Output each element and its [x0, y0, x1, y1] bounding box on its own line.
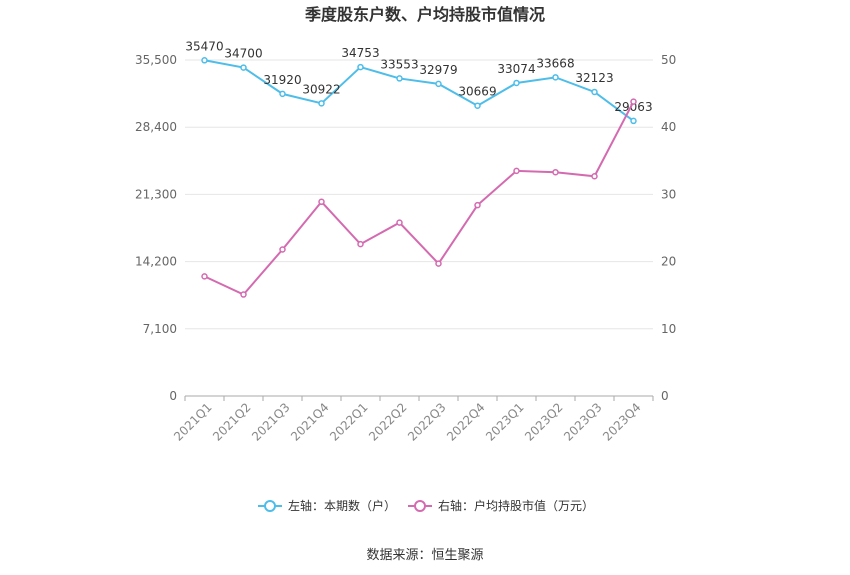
x-tick-label: 2022Q1	[327, 400, 371, 444]
data-point-series-0[interactable]	[552, 74, 559, 81]
left-tick-label: 28,400	[135, 120, 177, 134]
data-point-series-0[interactable]	[474, 102, 481, 109]
x-tick-label: 2023Q4	[600, 400, 644, 444]
x-tick-label: 2022Q3	[405, 400, 449, 444]
data-point-series-1[interactable]	[318, 198, 325, 206]
x-tick-label: 2021Q2	[210, 400, 254, 444]
data-label: 30922	[302, 82, 340, 96]
left-axis: 0 7,100 14,200 21,300 28,400 35,500	[135, 53, 177, 403]
data-point-series-0[interactable]	[279, 90, 286, 98]
left-tick-label: 14,200	[135, 255, 177, 269]
legend-item-right-series[interactable]: 右轴：户均持股市值（万元）	[408, 498, 594, 513]
data-label: 30669	[458, 85, 496, 99]
data-point-series-1[interactable]	[396, 219, 403, 226]
data-point-series-1[interactable]	[279, 246, 286, 253]
data-label: 31920	[263, 73, 301, 87]
x-tick-label: 2021Q4	[288, 400, 332, 444]
data-label: 33553	[380, 57, 418, 71]
data-point-series-0[interactable]	[318, 100, 325, 107]
data-point-series-1[interactable]	[513, 167, 520, 175]
source-note: 数据来源：恒生聚源	[366, 548, 483, 563]
left-tick-label: 7,100	[143, 322, 177, 336]
data-label: 34700	[224, 47, 262, 61]
data-point-series-0[interactable]	[357, 63, 364, 71]
right-tick-label: 40	[661, 120, 676, 134]
data-point-series-0[interactable]	[435, 80, 442, 88]
data-point-series-0[interactable]	[396, 75, 403, 82]
data-point-series-0[interactable]	[201, 57, 208, 64]
data-label: 35470	[185, 39, 223, 53]
x-tick-label: 2023Q1	[483, 400, 527, 444]
data-point-series-1[interactable]	[357, 240, 364, 248]
series-line-1	[204, 101, 635, 296]
x-axis: 2021Q12021Q22021Q32021Q42022Q12022Q22022…	[171, 395, 654, 444]
data-point-series-1[interactable]	[201, 273, 208, 280]
data-point-series-0[interactable]	[630, 117, 637, 125]
x-tick-label: 2021Q3	[249, 400, 293, 444]
data-label: 32979	[419, 63, 457, 77]
legend: 左轴：本期数（户） 右轴：户均持股市值（万元）	[258, 498, 594, 513]
legend-label-left-series: 左轴：本期数（户）	[288, 498, 396, 513]
right-tick-label: 30	[661, 187, 676, 201]
x-tick-label: 2022Q4	[444, 400, 488, 444]
right-tick-label: 0	[661, 389, 669, 403]
grid-lines	[185, 59, 653, 330]
right-tick-label: 20	[661, 255, 676, 269]
data-point-series-1[interactable]	[474, 201, 481, 209]
x-tick-label: 2023Q2	[522, 400, 566, 444]
data-point-series-1[interactable]	[630, 98, 637, 105]
right-axis: 0 10 20 30 40 50	[661, 53, 676, 403]
chart-title: 季度股东户数、户均持股市值情况	[304, 5, 545, 24]
right-tick-label: 50	[661, 53, 676, 67]
left-tick-label: 35,500	[135, 53, 177, 67]
data-label: 34753	[341, 46, 379, 60]
data-point-series-1[interactable]	[552, 168, 559, 176]
x-tick-label: 2021Q1	[171, 400, 215, 444]
data-label: 33668	[536, 56, 574, 70]
data-label: 29063	[614, 100, 652, 114]
data-point-series-1[interactable]	[591, 173, 598, 180]
data-point-series-0[interactable]	[513, 79, 520, 87]
left-tick-label: 21,300	[135, 187, 177, 201]
right-tick-label: 10	[661, 322, 676, 336]
data-point-series-0[interactable]	[240, 64, 247, 71]
data-label: 32123	[575, 71, 613, 85]
legend-label-right-series: 右轴：户均持股市值（万元）	[438, 498, 594, 513]
x-tick-label: 2022Q2	[366, 400, 410, 444]
left-tick-label: 0	[169, 389, 177, 403]
legend-marker-left-series	[264, 500, 276, 512]
series-line-0	[204, 59, 635, 122]
x-tick-label: 2023Q3	[561, 400, 605, 444]
legend-item-left-series[interactable]: 左轴：本期数（户）	[258, 498, 396, 513]
data-point-series-0[interactable]	[591, 88, 598, 96]
legend-marker-right-series	[414, 500, 426, 512]
data-label: 33074	[497, 62, 535, 76]
data-point-series-1[interactable]	[240, 291, 247, 298]
data-point-series-1[interactable]	[435, 260, 442, 267]
